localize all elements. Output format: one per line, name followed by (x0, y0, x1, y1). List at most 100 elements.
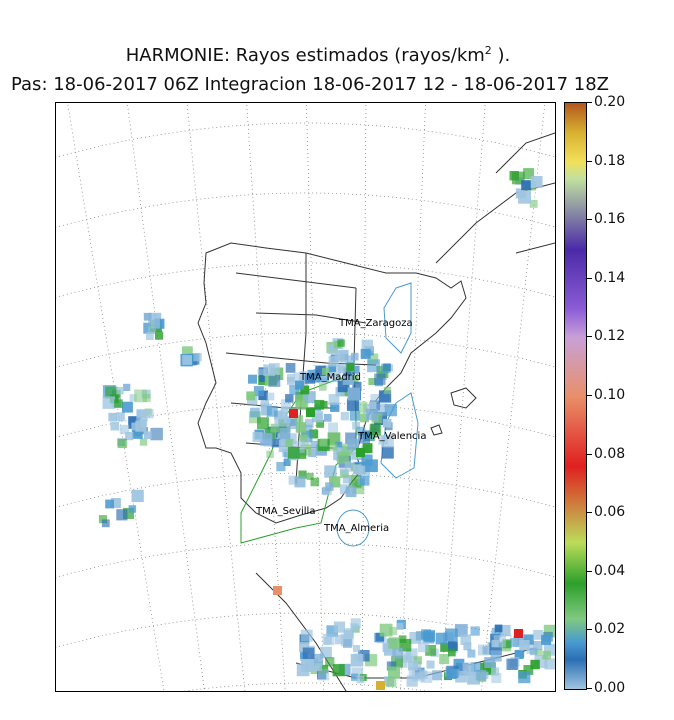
lightning-cell (367, 353, 379, 364)
lightning-cell (484, 657, 496, 668)
tma-label-madrid: TMA_Madrid (299, 372, 361, 383)
lightning-cell (379, 623, 393, 637)
lightning-cell (300, 385, 310, 395)
lightning-cell (370, 394, 379, 403)
lightning-cell (435, 632, 448, 645)
lightning-cell (337, 380, 350, 393)
lightning-cell (326, 625, 338, 637)
lightning-cell (523, 634, 534, 645)
lightning-cell (383, 419, 392, 428)
lightning-cell (116, 509, 128, 521)
colorbar-tick-label: 0.02 (594, 621, 626, 638)
lightning-cell (454, 624, 468, 637)
lightning-cell (300, 629, 313, 642)
lightning-cell (439, 654, 450, 665)
lightning-cell (358, 431, 370, 444)
lightning-cell (391, 655, 403, 668)
lightning-cell (253, 386, 264, 397)
colorbar-tick-label: 0.10 (594, 387, 626, 403)
lightning-cell (425, 644, 437, 656)
lightning-cell (340, 411, 350, 421)
lightning-cell (283, 458, 291, 466)
lightning-cell (352, 482, 365, 495)
lightning-cell (306, 472, 314, 480)
lightning-cell (328, 422, 338, 433)
lightning-cell (356, 426, 366, 436)
lightning-cell (108, 412, 117, 422)
lightning-cell (463, 642, 472, 651)
title-end: ). (491, 45, 511, 66)
graticule (56, 103, 555, 691)
lightning-cell (447, 641, 458, 651)
lightning-cell (131, 427, 143, 439)
colorbar-tick-label: 0.20 (594, 94, 626, 110)
lightning-cell (346, 398, 360, 411)
lightning-cell (110, 421, 120, 431)
lightning-cell (356, 401, 368, 413)
lightning-cell (260, 403, 272, 416)
lightning-cell (360, 413, 369, 423)
lightning-cell (257, 417, 269, 430)
lightning-cell (408, 660, 418, 671)
lightning-cell (362, 443, 373, 454)
lightning-cell (530, 659, 540, 670)
lightning-cell (530, 176, 543, 188)
lightning-cell (131, 489, 144, 503)
lightning-cell (119, 424, 130, 435)
lightning-cell (491, 627, 502, 638)
lightning-cell (350, 410, 361, 421)
lightning-cell (363, 403, 373, 414)
lightning-cell (250, 407, 260, 418)
lightning-cell (467, 649, 476, 658)
lightning-cell (396, 622, 404, 630)
lightning-cell (360, 476, 370, 486)
tma-label-sevilla: TMA_Sevilla (255, 506, 315, 517)
lightning-cell (278, 412, 288, 422)
lightning-cell (298, 470, 307, 479)
lightning-cell (342, 475, 352, 484)
lightning-cell (480, 662, 492, 674)
lightning-cell (117, 438, 127, 449)
lightning-cell (319, 438, 328, 447)
lightning-cell (294, 476, 306, 488)
lightning-cell (333, 621, 345, 633)
lightning-cell (448, 648, 456, 657)
lightning-cell (432, 670, 443, 681)
lightning-hotspot (514, 629, 523, 638)
lightning-cell (381, 446, 394, 459)
lightning-cell (544, 658, 555, 670)
lightning-cell (246, 391, 256, 401)
lightning-cell (294, 415, 304, 425)
lightning-cell (342, 373, 355, 385)
lightning-cell (314, 663, 323, 671)
lightning-cell (541, 634, 552, 645)
lightning-cell (352, 421, 360, 430)
lightning-cell (114, 399, 123, 408)
lightning-density-cells (98, 168, 555, 690)
lightning-cell (257, 369, 266, 378)
lightning-cell (519, 640, 530, 651)
lightning-cell (346, 362, 355, 371)
lightning-cell (331, 373, 340, 383)
lightning-cell (523, 665, 534, 675)
lightning-cell (543, 624, 555, 638)
lightning-cell (499, 624, 511, 637)
lightning-cell (136, 409, 146, 418)
colorbar-tick-label: 0.06 (594, 504, 626, 521)
lightning-cell (281, 399, 292, 410)
lightning-cell (352, 381, 362, 391)
lightning-cell (285, 438, 294, 447)
lightning-cell (312, 411, 324, 423)
lightning-cell (419, 670, 428, 679)
lightning-cell (271, 438, 281, 448)
lightning-cell (328, 394, 340, 405)
lightning-cell (347, 438, 359, 451)
colorbar-tick (586, 512, 592, 514)
lightning-hotspot (306, 408, 315, 417)
lightning-cell (330, 402, 340, 412)
lightning-cell (344, 461, 355, 472)
lightning-cell (193, 352, 202, 362)
tma-label-valencia: TMA_Valencia (357, 431, 426, 442)
lightning-cell (139, 438, 148, 446)
lightning-cell (470, 626, 480, 636)
